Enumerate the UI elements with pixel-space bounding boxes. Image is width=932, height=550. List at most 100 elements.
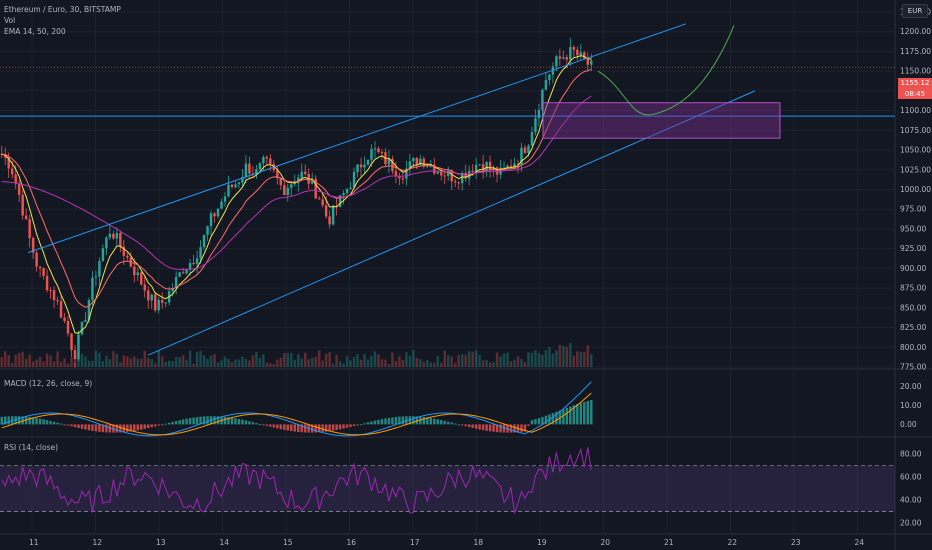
price-tick-label: 1050.00	[900, 146, 931, 155]
candle-body	[283, 185, 286, 196]
candle-body	[488, 161, 492, 170]
macd-histogram-bar	[453, 423, 457, 425]
volume-bar	[84, 356, 87, 367]
volume-bar	[24, 358, 28, 367]
macd-histogram-bar	[401, 416, 405, 425]
macd-histogram-bar	[471, 424, 474, 428]
volume-bar	[255, 351, 258, 367]
volume-bar	[478, 355, 481, 367]
macd-histogram-bar	[119, 424, 122, 433]
volume-bar	[342, 363, 345, 367]
candle-body	[548, 74, 551, 80]
volume-bar	[495, 352, 499, 367]
macd-histogram-bar	[523, 424, 527, 432]
volume-bar	[356, 354, 359, 367]
candle-body	[59, 301, 63, 318]
rsi-tick-label: 40.00	[900, 496, 922, 505]
volume-bar	[136, 358, 140, 367]
macd-histogram-bar	[321, 424, 324, 433]
candle-body	[258, 163, 262, 170]
macd-histogram-bar	[49, 420, 52, 425]
macd-histogram-bar	[157, 424, 160, 426]
volume-bar	[94, 350, 98, 367]
candle-body	[447, 170, 450, 177]
volume-bar	[91, 360, 94, 367]
candle-body	[562, 57, 565, 59]
volume-bar	[108, 359, 112, 367]
candle-body	[471, 170, 474, 172]
volume-bar	[583, 351, 586, 367]
candle-body	[419, 158, 422, 165]
candle-body	[492, 167, 495, 170]
channel-upper-line	[27, 23, 687, 254]
volume-bar	[457, 354, 460, 367]
candle-body	[331, 205, 335, 225]
price-tick-label: 1200.00	[900, 27, 931, 36]
macd-histogram-bar	[192, 417, 195, 425]
volume-bar	[7, 355, 10, 367]
macd-histogram-bar	[31, 417, 35, 425]
candle-body	[523, 147, 527, 153]
macd-pane	[0, 381, 593, 437]
chart-title: Ethereum / Euro, 30, BITSTAMP	[4, 5, 121, 14]
macd-histogram-bar	[279, 424, 283, 430]
macd-line	[1, 381, 592, 437]
macd-histogram-bar	[544, 415, 548, 425]
volume-bar	[115, 354, 119, 367]
date-tick-label: 21	[664, 538, 674, 547]
candle-body	[297, 177, 300, 184]
macd-histogram-bar	[520, 424, 523, 432]
macd-histogram-bar	[590, 399, 593, 425]
price-tick-label: 1025.00	[900, 165, 931, 174]
candle-body	[147, 290, 150, 301]
currency-button[interactable]: EUR	[902, 4, 928, 18]
volume-bar	[38, 356, 42, 367]
macd-histogram-bar	[258, 423, 262, 425]
macd-histogram-bar	[377, 419, 380, 425]
price-tick-label: 850.00	[900, 303, 926, 312]
macd-histogram-bar	[352, 424, 356, 426]
macd-histogram-bar	[527, 424, 530, 426]
macd-histogram-bar	[478, 424, 481, 430]
volume-bar	[297, 354, 300, 367]
volume-bar	[398, 356, 401, 367]
candle-body	[300, 171, 303, 178]
candle-body	[387, 158, 391, 165]
volume-bar	[523, 362, 527, 367]
macd-histogram-bar	[551, 413, 555, 425]
candle-body	[352, 171, 356, 188]
macd-histogram-bar	[160, 424, 164, 426]
volume-bar	[401, 359, 405, 367]
macd-histogram-bar	[213, 416, 216, 425]
macd-histogram-bar	[398, 416, 401, 425]
macd-histogram-bar	[70, 424, 73, 427]
macd-histogram-bar	[17, 416, 21, 425]
macd-histogram-bar	[241, 419, 244, 425]
volume-bar	[331, 363, 335, 367]
candle-body	[440, 172, 443, 176]
macd-histogram-bar	[178, 420, 181, 425]
volume-bar	[579, 351, 583, 367]
price-tick-label: 875.00	[900, 284, 926, 293]
candle-body	[154, 294, 157, 311]
macd-histogram-bar	[276, 424, 279, 429]
price-tick-label: 1100.00	[900, 106, 931, 115]
macd-histogram-bar	[230, 417, 234, 425]
macd-histogram-bar	[251, 422, 255, 425]
macd-histogram-bar	[45, 420, 49, 425]
candle-body	[122, 246, 126, 256]
volume-bar	[440, 362, 443, 367]
volume-bar	[122, 355, 126, 367]
rsi-tick-label: 20.00	[900, 519, 922, 528]
macd-histogram-bar	[244, 420, 248, 425]
volume-bar	[310, 357, 314, 367]
candle-body	[164, 302, 167, 304]
volume-bar	[216, 362, 220, 367]
candle-body	[391, 158, 394, 172]
candle-body	[576, 49, 579, 56]
candle-body	[401, 178, 405, 180]
macd-histogram-bar	[216, 416, 220, 425]
candle-body	[24, 215, 28, 220]
volume-bar	[28, 354, 31, 367]
